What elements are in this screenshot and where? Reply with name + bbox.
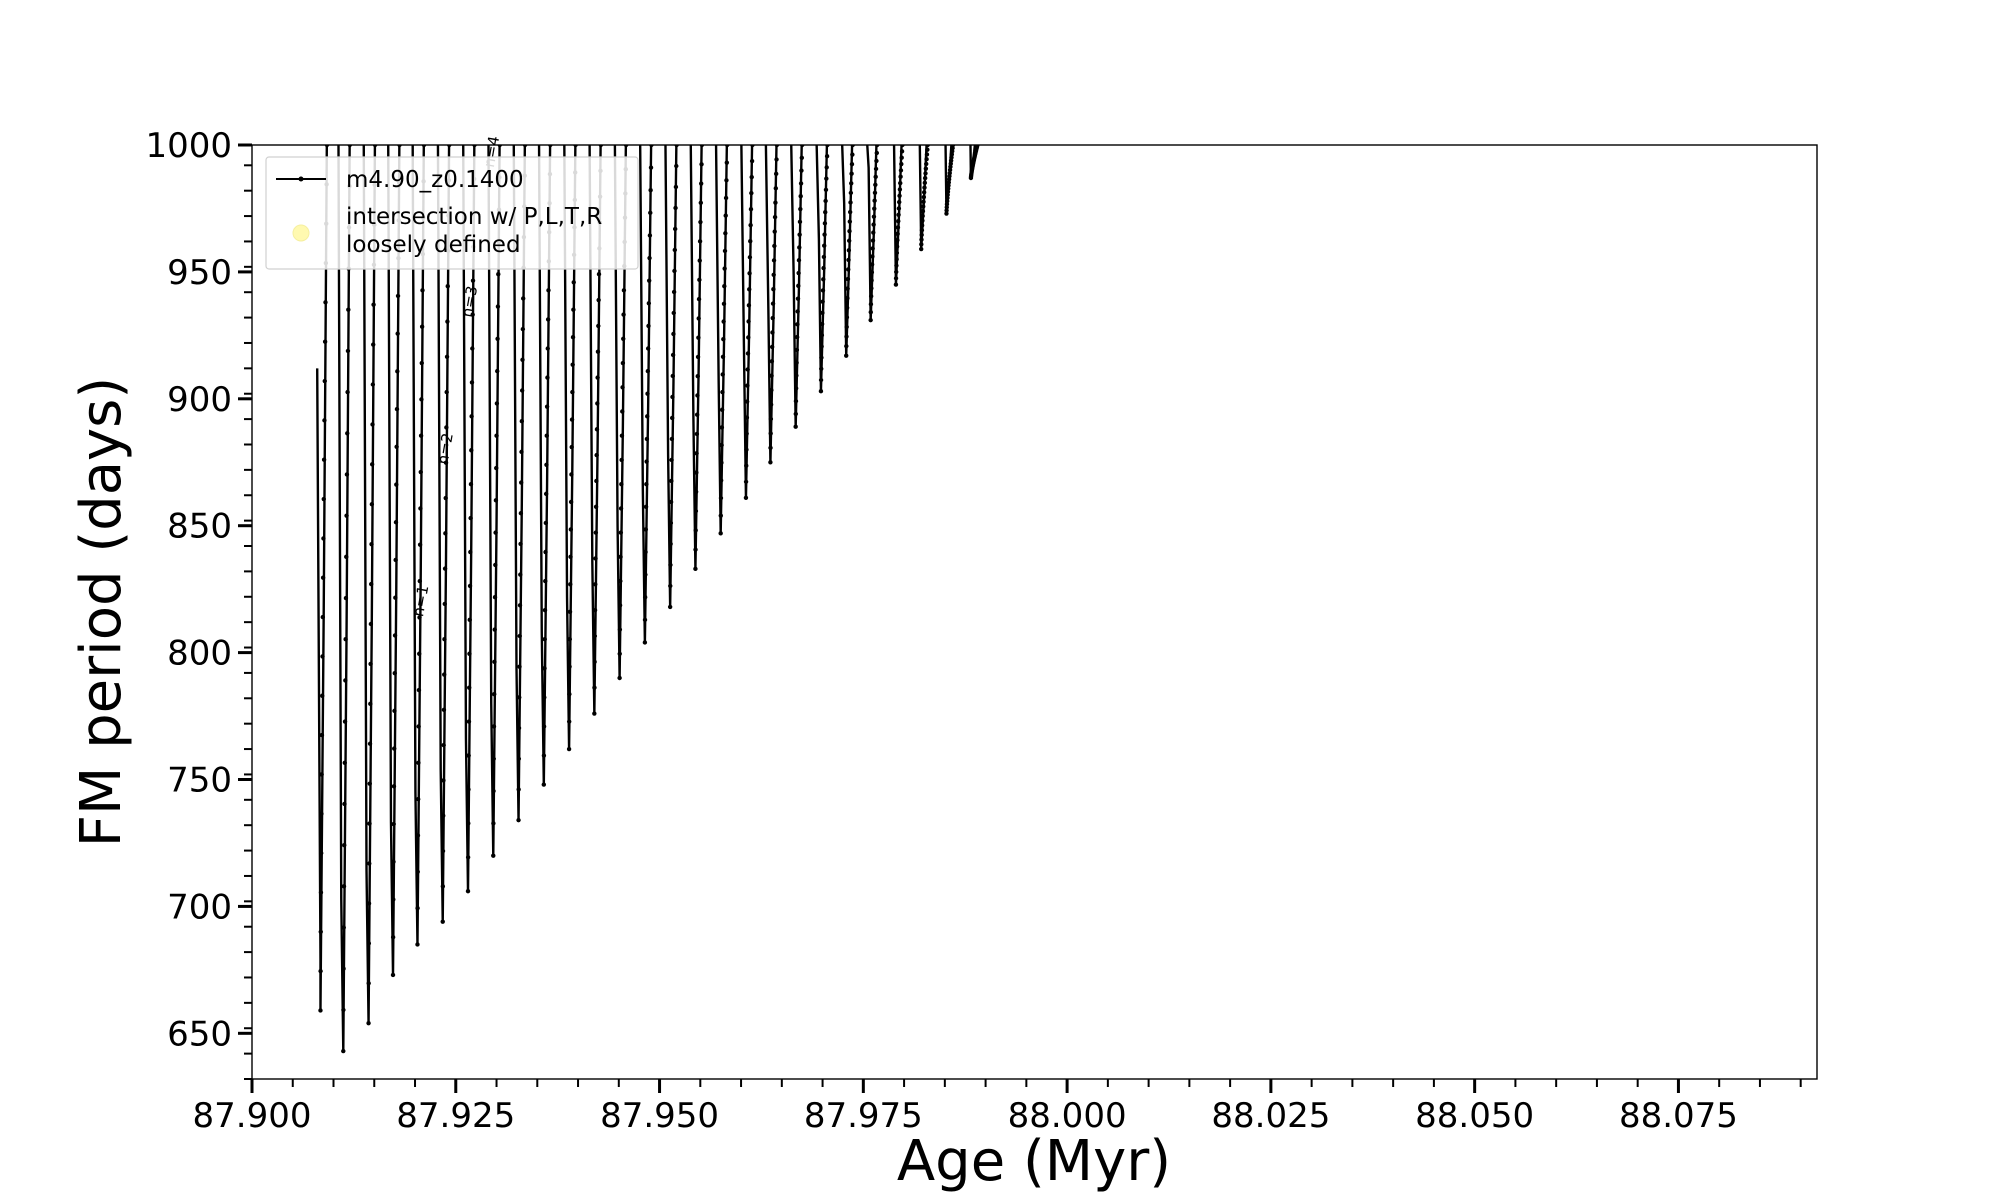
series-pulse bbox=[840, 145, 855, 358]
y-tick-label: 950 bbox=[167, 253, 232, 293]
series-pulse bbox=[436, 145, 452, 924]
plot-area bbox=[251, 144, 1818, 1080]
y-tick-label: 700 bbox=[167, 887, 232, 927]
y-tick-label: 800 bbox=[167, 634, 232, 674]
series-pulse bbox=[866, 145, 880, 323]
legend-entry-series: m4.90_z0.1400 bbox=[346, 167, 524, 193]
series-pulse bbox=[764, 145, 780, 465]
series-pulse bbox=[714, 145, 730, 536]
series-pulse bbox=[892, 145, 905, 287]
series-pulse bbox=[638, 145, 654, 645]
series-pulse bbox=[411, 145, 427, 947]
legend-box bbox=[265, 156, 639, 270]
axis-layer: 87.900 87.925 87.950 87.975 88.000 88.025 88.0… bbox=[145, 126, 1802, 1136]
series-layer bbox=[316, 145, 980, 1054]
series-pulse bbox=[387, 145, 402, 978]
y-tick-label: 850 bbox=[167, 507, 232, 547]
x-tick-label: 88.000 bbox=[1008, 1096, 1127, 1136]
y-tick-label: 750 bbox=[167, 761, 232, 801]
series-pulse bbox=[362, 145, 378, 1026]
y-tick-label: 1000 bbox=[145, 126, 232, 166]
annotation-label: n=1 bbox=[409, 584, 432, 618]
x-tick-label: 88.025 bbox=[1211, 1096, 1330, 1136]
x-tick-label: 87.975 bbox=[804, 1096, 923, 1136]
annotation-label: n=2 bbox=[434, 432, 457, 466]
legend: m4.90_z0.1400 intersection w/ P,L,T,R loo… bbox=[265, 156, 639, 270]
x-tick-label: 87.900 bbox=[193, 1096, 312, 1136]
x-tick-label: 87.950 bbox=[600, 1096, 719, 1136]
x-tick-label: 88.050 bbox=[1415, 1096, 1534, 1136]
y-tick-label: 650 bbox=[167, 1014, 232, 1054]
series-pulse bbox=[512, 145, 528, 823]
series-pulse bbox=[316, 145, 330, 1013]
series-pulse bbox=[790, 145, 805, 429]
series-pulse bbox=[689, 145, 705, 572]
series-pulse bbox=[944, 145, 956, 216]
series-pulse bbox=[968, 145, 980, 181]
y-axis-title: FM period (days) bbox=[69, 377, 134, 847]
series-pulse bbox=[740, 145, 755, 500]
x-tick-label: 88.075 bbox=[1619, 1096, 1738, 1136]
legend-entry-intersection: intersection w/ P,L,T,R loosely defined bbox=[346, 204, 602, 258]
series-pulse bbox=[664, 145, 679, 610]
annotation-label: n=3 bbox=[458, 284, 481, 318]
x-axis-title: Age (Myr) bbox=[897, 1129, 1171, 1194]
legend-circle-icon bbox=[292, 224, 310, 242]
series-pulse bbox=[918, 145, 930, 252]
series-pulse bbox=[588, 145, 604, 716]
legend-dot-icon bbox=[298, 176, 304, 182]
series-pulse bbox=[815, 145, 830, 394]
x-tick-label: 87.925 bbox=[396, 1096, 515, 1136]
y-tick-label: 900 bbox=[167, 380, 232, 420]
